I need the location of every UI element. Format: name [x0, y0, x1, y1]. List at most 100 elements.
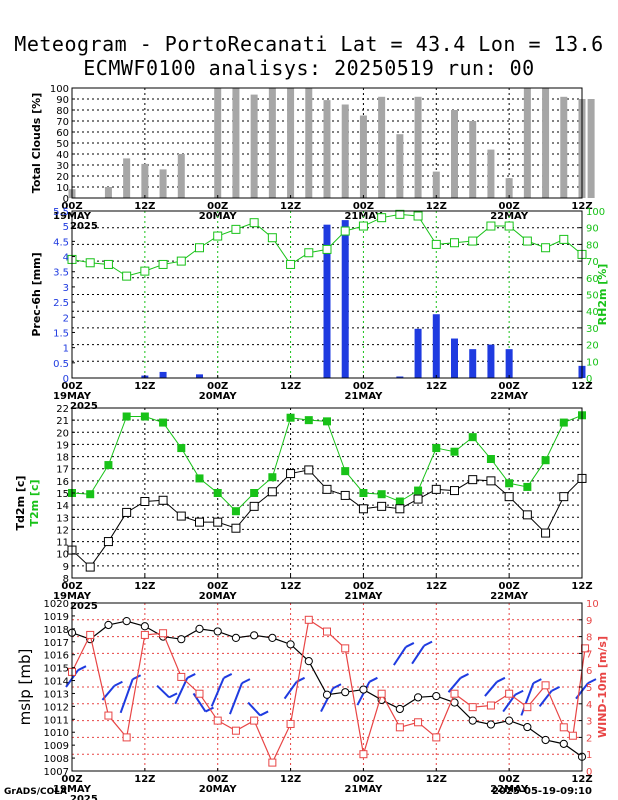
mslp-point	[322, 690, 332, 699]
rh-point	[140, 266, 150, 276]
wind-point	[231, 726, 240, 735]
rh-point	[176, 256, 186, 266]
mslp-ytick-label: 1011	[44, 715, 69, 726]
mslp-ytick-label: 1012	[44, 702, 69, 713]
temp-ytick-label: 9	[63, 562, 69, 573]
t2m-point	[559, 418, 568, 427]
temp-ytick-label: 16	[56, 477, 69, 488]
rh-ytick-label-right: 70	[586, 257, 599, 268]
rh-ytick-label-right: 60	[586, 274, 599, 285]
precip-ytick-label: 1	[63, 344, 69, 355]
clouds-time-tick: 00Z	[61, 201, 82, 212]
rh-point	[195, 243, 204, 253]
wind-barb-flag	[368, 676, 378, 683]
mslp-point	[359, 685, 368, 694]
mslp-ytick-label: 1007	[44, 767, 69, 778]
mslp-ytick-label: 1008	[44, 754, 69, 765]
wind-barb-flag	[514, 689, 524, 696]
t2m-point	[122, 412, 131, 421]
cloud-bar	[505, 178, 513, 198]
precip-ytick-label: 3.5	[53, 268, 69, 279]
mslp-point	[104, 620, 113, 630]
temp-time-tick: 00Z	[353, 581, 374, 592]
mslp-time-tick: 00Z	[207, 774, 228, 785]
mslp-ytick-label: 1017	[44, 638, 69, 649]
wind-ytick-label-right: 3	[586, 717, 592, 728]
td2m-point	[468, 475, 478, 485]
cloud-bar	[469, 121, 477, 198]
wind-barb-flag	[241, 678, 251, 685]
clouds-ytick-label: 20	[56, 172, 69, 183]
wind-point	[468, 703, 477, 712]
t2m-point	[86, 490, 95, 499]
wind-barb	[174, 677, 189, 705]
precip-bar	[451, 338, 458, 378]
rh-point	[450, 238, 459, 248]
mslp-point	[505, 716, 514, 725]
td2m-point	[541, 528, 551, 538]
clouds-ytick-label: 80	[56, 106, 69, 117]
temp-time-tick: 12Z	[571, 581, 592, 592]
temp-ytick-label: 22	[56, 404, 69, 415]
cloud-bar	[451, 110, 458, 198]
wind-barb	[156, 684, 170, 699]
precip-ytick-label: 1.5	[53, 328, 69, 339]
temp-date-label: 19MAY	[53, 591, 92, 602]
mslp-point	[559, 739, 568, 748]
cloud-bar	[214, 88, 222, 198]
t2m-point	[486, 455, 495, 463]
t2m-point	[414, 486, 423, 495]
precip-bar	[469, 349, 477, 378]
cloud-bar	[305, 88, 313, 198]
rh-ytick-label-right: 90	[586, 224, 599, 235]
wind-point	[122, 733, 131, 742]
mslp-ytick-label: 1018	[44, 625, 69, 636]
wind-point	[268, 758, 277, 767]
rh-point	[304, 248, 314, 258]
cloud-bar	[523, 88, 531, 198]
temp-time-tick: 12Z	[426, 581, 447, 592]
rh-point	[504, 221, 514, 231]
rh-ytick-label-right: 40	[586, 307, 599, 318]
wind-point	[523, 703, 532, 712]
rh-point	[158, 259, 168, 269]
precip-bar	[323, 224, 331, 378]
clouds-year-label: 2025	[70, 221, 98, 232]
cloud-bar	[323, 100, 331, 198]
rh-point	[340, 226, 350, 236]
mslp-ylabel: mslp [mb]	[16, 649, 34, 726]
wind-barb-flag	[205, 706, 214, 713]
td2m-point	[413, 494, 423, 504]
wind-point	[195, 689, 204, 698]
precip-date-label: 20MAY	[199, 391, 238, 402]
rh-point	[267, 233, 277, 243]
cloud-bar	[378, 96, 386, 198]
td2m-point	[249, 501, 259, 511]
cloud-bar	[141, 163, 149, 198]
clouds-time-tick: 00Z	[207, 201, 228, 212]
temp-time-tick: 00Z	[499, 581, 520, 592]
rh-ytick-label-right: 0	[586, 374, 592, 385]
temp-ytick-label: 19	[56, 440, 69, 451]
mslp-time-tick: 00Z	[61, 774, 82, 785]
wind-ytick-label-right: 10	[586, 599, 599, 610]
temp-ytick-label: 10	[56, 550, 69, 561]
td2m-point	[431, 484, 441, 494]
mslp-point	[286, 640, 295, 649]
mslp-point	[468, 716, 477, 725]
mslp-year-label: 2025	[70, 794, 98, 800]
wind-point	[450, 689, 459, 698]
temp-time-tick: 12Z	[134, 581, 155, 592]
temp-ytick-label: 13	[56, 513, 69, 524]
cloud-bar	[287, 88, 295, 198]
mslp-date-label: 22MAY	[490, 784, 529, 795]
wind-barb	[484, 681, 498, 697]
precip-year-label: 2025	[70, 401, 98, 412]
clouds-ytick-label: 0	[63, 194, 69, 205]
cloud-bar	[560, 96, 568, 198]
mslp-time-tick: 00Z	[499, 774, 520, 785]
td2m-point	[395, 504, 405, 514]
temp-year-label: 2025	[70, 601, 98, 612]
clouds-ytick-label: 50	[56, 139, 69, 150]
